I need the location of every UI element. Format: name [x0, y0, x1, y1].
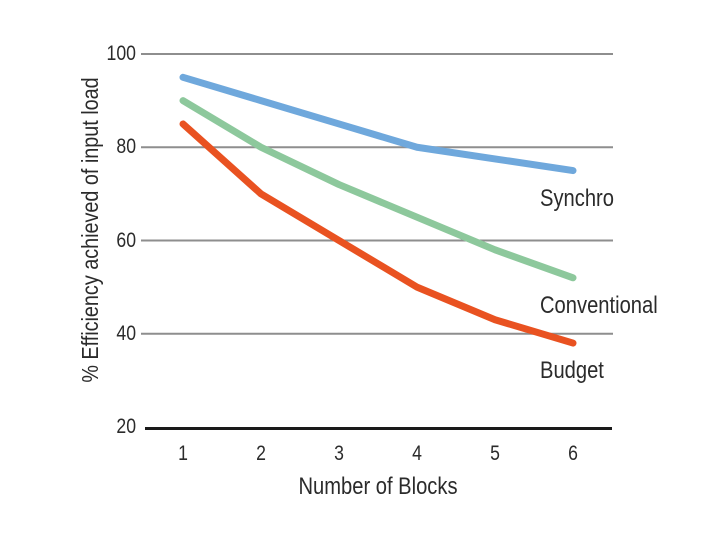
- x-axis-title: Number of Blocks: [298, 473, 458, 500]
- y-tick-label-60: 60: [116, 228, 136, 252]
- x-tick-label-6: 6: [568, 442, 578, 465]
- series-label-conventional: Conventional: [540, 291, 658, 319]
- x-tick-label-3: 3: [334, 442, 344, 465]
- series-label-synchro: Synchro: [540, 184, 614, 212]
- series-label-budget: Budget: [540, 357, 604, 385]
- x-tick-label-1: 1: [178, 442, 188, 465]
- series-line-budget: [179, 120, 577, 347]
- x-tick-label-5: 5: [490, 442, 500, 465]
- y-tick-label-100: 100: [106, 42, 136, 65]
- x-tick-label-4: 4: [412, 442, 422, 465]
- y-axis-title: % Efficiency achieved of input load: [77, 77, 103, 383]
- series-line-synchro: [179, 73, 577, 175]
- y-tick-label-20: 20: [116, 415, 136, 438]
- y-tick-label-80: 80: [116, 135, 136, 159]
- series-line-conventional: [179, 97, 577, 282]
- y-tick-label-40: 40: [116, 321, 136, 345]
- x-tick-label-2: 2: [256, 442, 266, 465]
